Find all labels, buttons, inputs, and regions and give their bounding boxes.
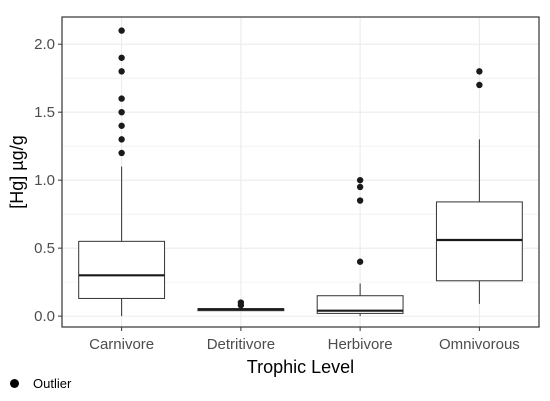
- outlier-point: [118, 27, 125, 34]
- outlier-point: [118, 122, 125, 129]
- y-axis-title: [Hg] µg/g: [7, 135, 27, 208]
- y-tick-label: 1.5: [34, 104, 55, 121]
- panel-border: [61, 16, 540, 328]
- outlier-point: [476, 68, 483, 75]
- legend: Outlier: [10, 376, 71, 391]
- box-herbivore: [316, 176, 404, 317]
- iqr-box: [435, 201, 523, 282]
- iqr-box: [316, 295, 404, 314]
- iqr-box: [78, 240, 166, 299]
- box-omnivorous: [435, 68, 523, 304]
- legend-label: Outlier: [33, 376, 72, 391]
- outlier-legend-marker: [10, 379, 19, 388]
- outlier-point: [118, 108, 125, 116]
- outlier-point: [356, 176, 364, 184]
- x-tick-label: Omnivorous: [439, 336, 520, 353]
- box-carnivore: [78, 27, 166, 317]
- outlier-point: [118, 149, 125, 157]
- outlier-point: [118, 136, 125, 143]
- outlier-point: [476, 81, 483, 89]
- outlier-point: [118, 95, 125, 102]
- box-detritivore: [197, 299, 285, 312]
- x-tick-label: Herbivore: [328, 336, 393, 353]
- axis-ticks: 0.0 0.5 1.0 1.5 2.0 Carnivore Detritivore Herbi…: [34, 36, 520, 353]
- outlier-point: [356, 183, 364, 191]
- x-tick-label: Detritivore: [207, 336, 275, 353]
- outlier-point: [356, 197, 364, 204]
- y-tick-label: 0.5: [34, 240, 55, 257]
- boxes: [78, 27, 523, 317]
- outlier-point: [356, 258, 364, 265]
- x-tick-label: Carnivore: [89, 336, 154, 353]
- outlier-point: [237, 299, 245, 306]
- y-tick-label: 1.0: [34, 172, 55, 189]
- y-tick-label: 2.0: [34, 36, 55, 53]
- outlier-point: [118, 68, 125, 75]
- y-tick-label: 0.0: [34, 308, 55, 325]
- outlier-point: [118, 54, 125, 61]
- x-axis-title: Trophic Level: [247, 357, 354, 377]
